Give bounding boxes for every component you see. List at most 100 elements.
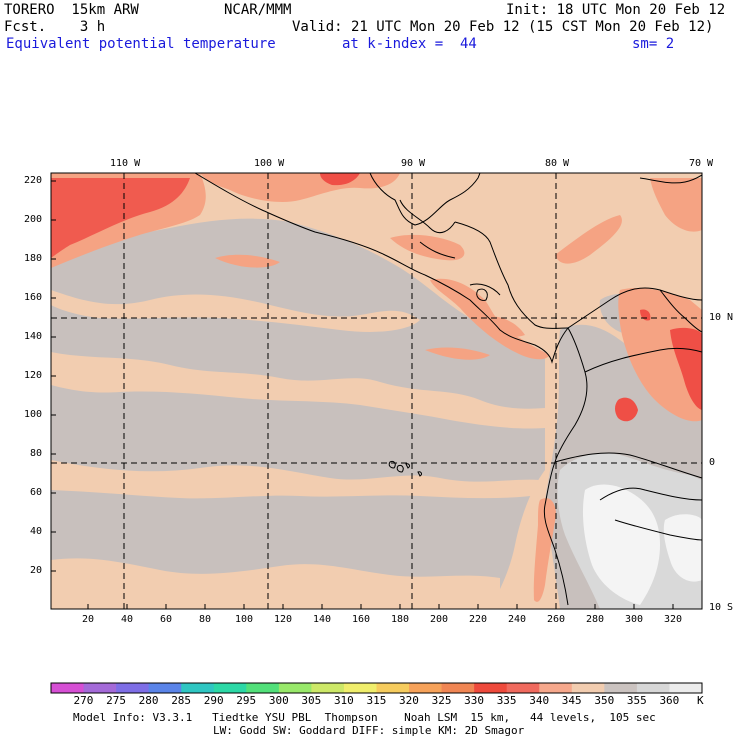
y-tick-label: 180 [24,253,43,264]
coastlines [194,173,702,606]
lat-lon-grid [51,173,702,609]
x-tick-label: 200 [430,614,449,625]
shade-salmon-pac-2 [475,315,525,337]
shade-red-patch-2 [615,397,638,422]
shade-salmon-pac-3 [215,254,280,268]
lon-label-80w: 80 W [545,158,570,169]
colorbar-label: 330 [464,694,485,707]
shade-gray-coast [300,249,369,281]
border-ca-1 [419,241,456,259]
field-name: Equivalent potential temperature [6,36,276,52]
shade-highland-white-2 [663,514,702,582]
colorbar-label: 350 [594,694,615,707]
colorbar-label: 310 [333,694,354,707]
shade-salmon-pac-1 [425,347,490,360]
model-info: Model Info: V3.3.1 Tiedtke YSU PBL Thomp… [73,711,656,724]
border-sa-1 [584,347,702,373]
coast-carib-islands [639,174,702,184]
y-tick-label: 220 [24,175,43,186]
colorbar-label: 305 [301,694,322,707]
x-tick-label: 300 [625,614,644,625]
shade-warm-band-4 [51,558,500,609]
lat-label-10n: 10 N [709,312,734,323]
border-sa-2 [554,452,702,479]
colorbar-label: 360 [659,694,680,707]
coast-central-america [424,274,569,364]
colorbar-label: 325 [431,694,452,707]
coast-yucatan [399,199,456,234]
colorbar-label: 345 [561,694,582,707]
y-tick-label: 100 [24,409,43,420]
lake-nicaragua [476,288,488,301]
y-tick-label: 40 [30,526,43,537]
coast-carib-ca [454,221,569,329]
smoothing: sm= 2 [632,36,675,52]
lat-label-0: 0 [709,457,716,468]
lon-label-110w: 110 W [110,158,141,169]
x-tick-label: 220 [469,614,488,625]
colorbar-label: 285 [171,694,192,707]
shade-salmon-carib-1 [555,215,622,264]
x-tick-label: 20 [82,614,95,625]
model-name: TORERO 15km ARW [4,2,139,18]
shade-warm-band-1 [51,290,420,332]
axis-ticks [51,180,674,609]
lat-label-10s: 10 S [709,602,734,613]
colorbar-label: 295 [236,694,257,707]
galapagos-1 [388,461,396,469]
colorbar-label: 320 [399,694,419,707]
x-tick-label: 180 [391,614,410,625]
border-sa-3 [599,487,702,501]
coast-gulf [369,173,481,226]
colorbar-unit: K [697,694,704,707]
galapagos-4 [417,471,422,477]
shade-salmon-colombia [618,288,702,422]
level-index: at k-index = 44 [342,36,477,52]
border-sa-4 [614,519,702,541]
x-tick-label: 40 [121,614,134,625]
coast-colombia-north [567,287,702,329]
x-tick-label: 260 [547,614,566,625]
x-tick-label: 60 [160,614,173,625]
x-tick-label: 160 [352,614,371,625]
x-tick-label: 80 [199,614,212,625]
y-tick-label: 80 [30,448,43,459]
lon-label-100w: 100 W [254,158,285,169]
colorbar-label: 300 [268,694,289,707]
shade-red-nw [51,178,190,258]
colorbar-label: 335 [496,694,517,707]
galapagos-3 [405,463,410,469]
colorbar-label: 275 [106,694,126,707]
colorbar-label: 290 [203,694,224,707]
valid-time: Valid: 21 UTC Mon 20 Feb 12 (15 CST Mon … [292,19,714,35]
colorbar-label: 315 [366,694,387,707]
field-shading [51,173,702,609]
shade-salmon-carib-2 [650,178,702,232]
y-tick-label: 140 [24,331,43,342]
lon-label-90w: 90 W [401,158,426,169]
galapagos-2 [396,465,404,473]
shade-red-mexico [320,173,360,186]
colorbar-label: 355 [626,694,647,707]
lon-label-70w: 70 W [689,158,714,169]
x-tick-label: 280 [586,614,605,625]
shade-warm-band-2 [51,352,545,429]
y-tick-label: 120 [24,370,43,381]
forecast-hour: Fcst. 3 h [4,19,106,35]
y-tick-label: 60 [30,487,43,498]
border-ca-2 [469,283,501,296]
x-tick-label: 140 [313,614,332,625]
colorbar-label: 280 [138,694,159,707]
shade-highland-white [582,484,660,605]
x-tick-label: 320 [664,614,683,625]
shade-warm-band-3 [51,460,540,499]
init-time: Init: 18 UTC Mon 20 Feb 12 [506,2,726,18]
y-tick-label: 200 [24,214,43,225]
y-tick-label: 160 [24,292,43,303]
organization: NCAR/MMM [224,2,292,18]
x-tick-label: 240 [508,614,527,625]
y-tick-label: 20 [30,565,43,576]
x-tick-label: 100 [235,614,254,625]
coast-mexico [194,173,426,276]
